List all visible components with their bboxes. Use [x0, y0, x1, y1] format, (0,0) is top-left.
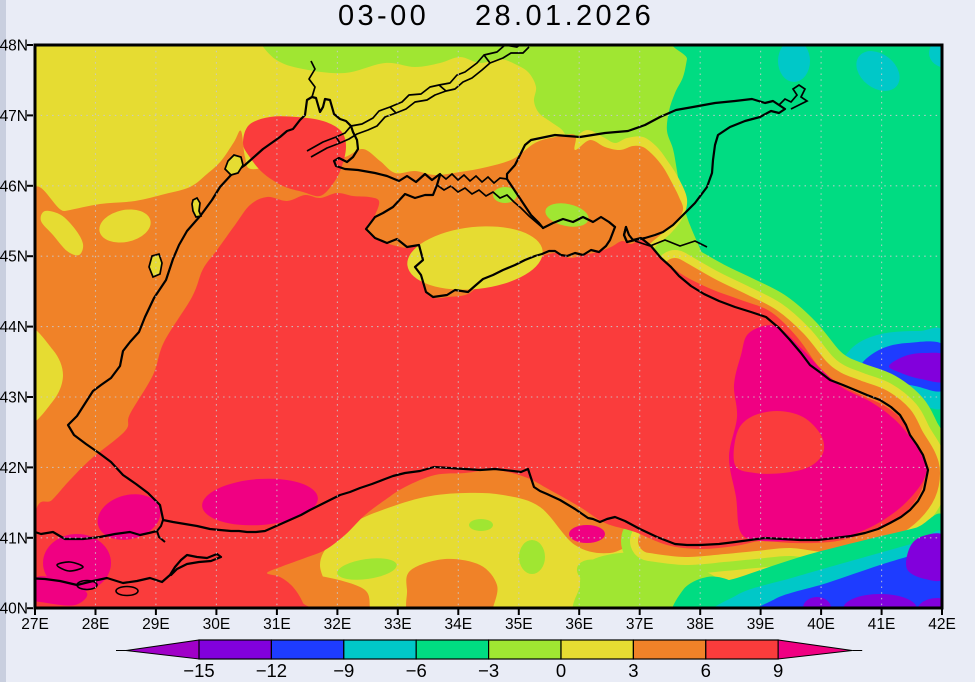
svg-text:28E: 28E [82, 616, 110, 633]
svg-text:29E: 29E [142, 616, 170, 633]
svg-text:39E: 39E [747, 616, 775, 633]
svg-text:41E: 41E [868, 616, 896, 633]
svg-text:35E: 35E [505, 616, 533, 633]
svg-text:37E: 37E [626, 616, 654, 633]
svg-text:40N: 40N [0, 601, 28, 618]
svg-text:6: 6 [701, 660, 711, 681]
svg-text:32E: 32E [324, 616, 352, 633]
svg-text:40E: 40E [807, 616, 835, 633]
svg-text:42N: 42N [0, 460, 28, 477]
svg-text:41N: 41N [0, 530, 28, 547]
svg-text:34E: 34E [445, 616, 473, 633]
svg-text:−12: −12 [256, 660, 287, 681]
svg-text:−9: −9 [333, 660, 354, 681]
svg-text:45N: 45N [0, 249, 28, 266]
svg-text:48N: 48N [0, 38, 28, 55]
svg-text:30E: 30E [203, 616, 231, 633]
svg-text:31E: 31E [263, 616, 291, 633]
svg-text:44N: 44N [0, 319, 28, 336]
svg-text:42E: 42E [928, 616, 956, 633]
svg-text:−3: −3 [478, 660, 499, 681]
svg-text:43N: 43N [0, 390, 28, 407]
svg-text:33E: 33E [384, 616, 412, 633]
svg-text:38E: 38E [686, 616, 714, 633]
svg-text:27E: 27E [21, 616, 49, 633]
svg-text:−15: −15 [183, 660, 214, 681]
svg-text:−6: −6 [406, 660, 427, 681]
svg-text:0: 0 [556, 660, 566, 681]
svg-text:47N: 47N [0, 108, 28, 125]
svg-text:9: 9 [773, 660, 783, 681]
svg-text:46N: 46N [0, 178, 28, 195]
svg-text:3: 3 [628, 660, 638, 681]
svg-text:36E: 36E [565, 616, 593, 633]
